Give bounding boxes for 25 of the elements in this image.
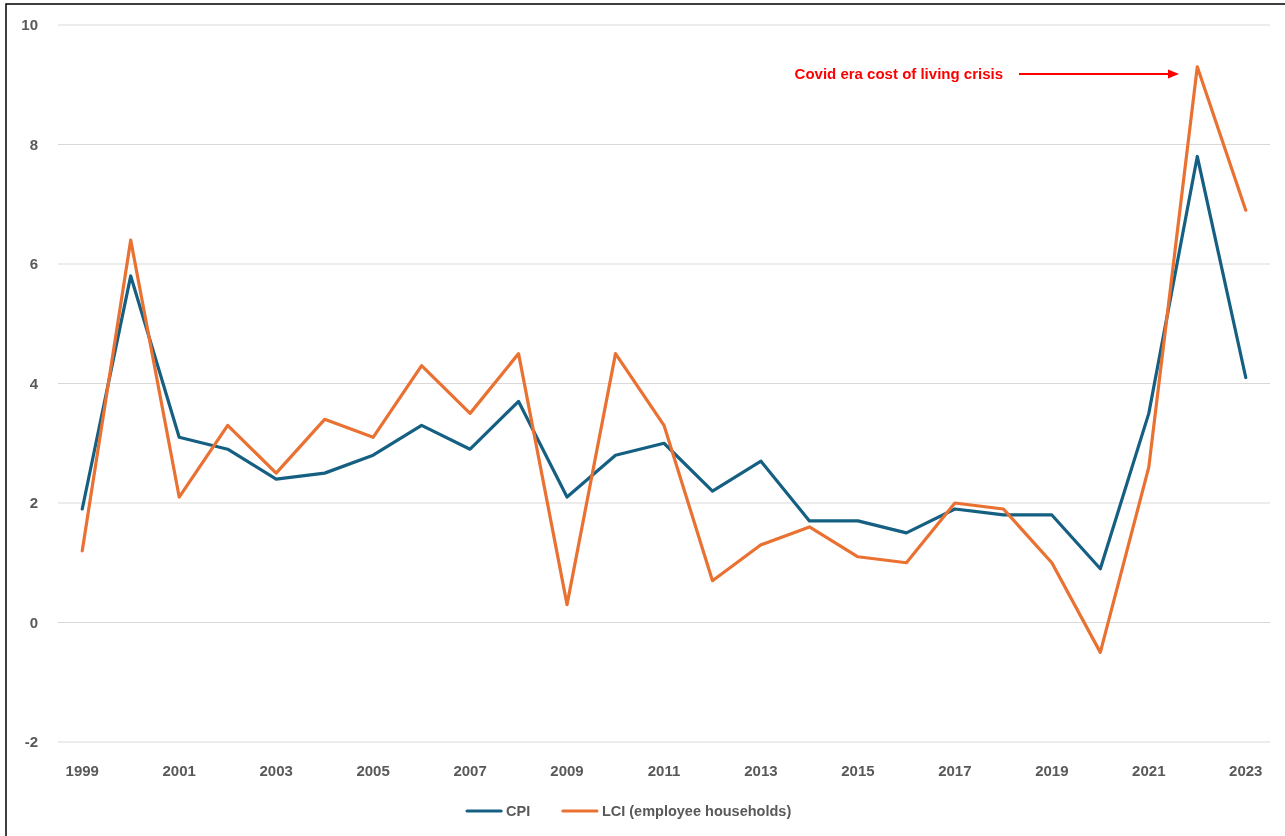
x-tick-label: 2007 — [453, 762, 487, 779]
x-tick-label: 2017 — [938, 762, 972, 779]
x-tick-label: 2019 — [1035, 762, 1069, 779]
x-tick-label: 2011 — [647, 762, 681, 779]
y-tick-label: 0 — [29, 613, 38, 631]
y-tick-label: 2 — [29, 494, 38, 511]
y-tick-label: 8 — [29, 135, 38, 153]
line-series — [80, 65, 1248, 654]
x-tick-label: 2005 — [356, 762, 390, 779]
x-tick-label: 2021 — [1132, 762, 1166, 779]
legend-label: CPI — [506, 803, 531, 819]
x-tick-label: 2015 — [841, 762, 875, 779]
y-tick-label: 10 — [21, 16, 38, 33]
x-tick-label: 2013 — [744, 762, 778, 779]
annotation: Covid era cost of living crisis — [794, 65, 1003, 82]
x-tick-label: 2009 — [550, 762, 584, 779]
x-tick-label: 2003 — [259, 762, 293, 779]
x-tick-label: 2023 — [1229, 762, 1263, 779]
line-series — [80, 154, 1248, 571]
y-tick-label: 4 — [29, 374, 39, 392]
x-tick-label: 2001 — [162, 762, 196, 779]
y-tick-label: 6 — [29, 255, 38, 272]
x-tick-label: 1999 — [65, 762, 99, 779]
legend-label: LCI (employee households) — [601, 803, 792, 819]
y-tick-label: -2 — [24, 733, 38, 750]
